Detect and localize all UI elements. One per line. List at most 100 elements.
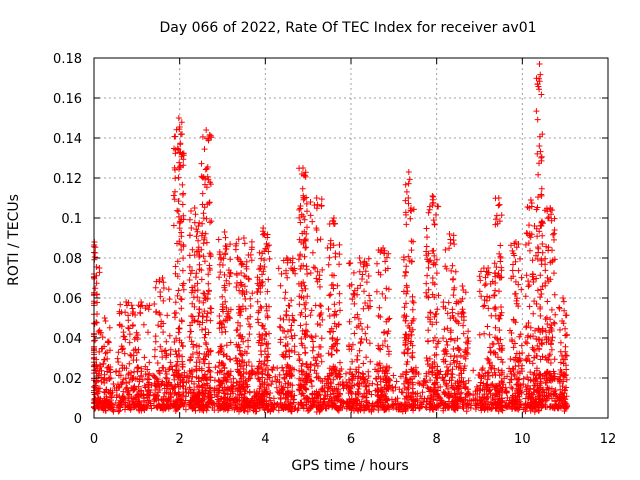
data-point [268,366,275,373]
data-point [160,393,167,400]
data-point [222,328,229,335]
data-point [325,375,332,382]
data-point [157,405,164,411]
data-point [155,322,162,329]
data-point [173,392,180,398]
data-point [221,271,228,278]
data-point [160,329,167,336]
data-point [156,310,163,316]
data-point [220,308,227,315]
data-point [180,389,187,396]
data-point [103,386,110,393]
data-point [390,372,397,379]
data-point [96,398,102,405]
data-point [119,346,126,353]
data-point [398,406,404,413]
data-point [187,357,193,364]
data-point [200,210,207,217]
data-point [125,371,132,378]
data-point [160,279,167,286]
data-point [247,323,254,330]
data-point [152,333,159,340]
data-point [237,372,244,379]
data-point [222,374,229,381]
data-point [172,270,179,277]
data-point [191,404,198,411]
data-point [121,333,128,340]
data-point [166,332,173,339]
data-point [96,348,103,355]
data-point [188,328,194,335]
data-point [179,267,186,274]
chart-title: Day 066 of 2022, Rate Of TEC Index for r… [159,20,536,36]
data-point [512,363,519,370]
data-point [563,376,570,383]
data-point [238,270,245,276]
data-point [135,391,142,398]
data-point [192,274,199,281]
data-point [463,408,470,415]
data-point [221,384,228,391]
data-point [193,233,200,240]
data-point [193,349,200,356]
data-point [244,408,251,415]
data-point [126,397,132,404]
data-point [304,395,311,402]
data-point [199,220,206,227]
data-point [203,375,209,382]
data-point [132,312,139,318]
data-point [122,336,129,343]
data-point [204,291,211,298]
data-point [419,389,426,396]
data-point [171,339,178,345]
data-point [193,248,200,255]
data-point [154,376,161,383]
data-point [241,407,248,414]
data-point [520,375,527,382]
data-point [206,262,213,269]
data-point [218,256,225,263]
data-point [131,368,138,375]
data-point [106,405,113,411]
data-point [166,296,173,303]
data-point [180,280,187,287]
data-point [177,377,184,384]
data-point [178,119,185,126]
data-point [222,234,229,241]
data-point [201,308,208,315]
data-point [186,263,193,270]
data-point [141,354,148,361]
data-point [106,324,113,331]
data-point [173,397,179,404]
data-point [200,299,207,306]
data-point [172,363,179,370]
data-point [209,404,216,411]
data-point [154,360,161,366]
data-point [227,269,234,276]
data-point [135,398,142,405]
data-point [182,406,189,413]
data-point [454,378,461,385]
data-point [125,370,132,377]
data-point [189,287,196,294]
data-point [196,252,203,259]
data-point [223,304,230,311]
data-point [161,348,168,355]
data-point [194,294,201,301]
data-point [175,374,182,381]
data-point [153,278,160,285]
data-point [130,400,137,407]
data-point [227,256,234,263]
data-point [129,323,136,329]
data-point [111,385,118,391]
data-point [178,317,185,324]
data-point [206,385,213,392]
data-point [171,383,178,390]
data-point [416,380,423,387]
data-point [216,325,223,332]
data-point [104,355,111,362]
data-point [392,384,399,391]
data-point [273,384,280,391]
data-point [174,207,181,214]
data-point [176,124,183,130]
